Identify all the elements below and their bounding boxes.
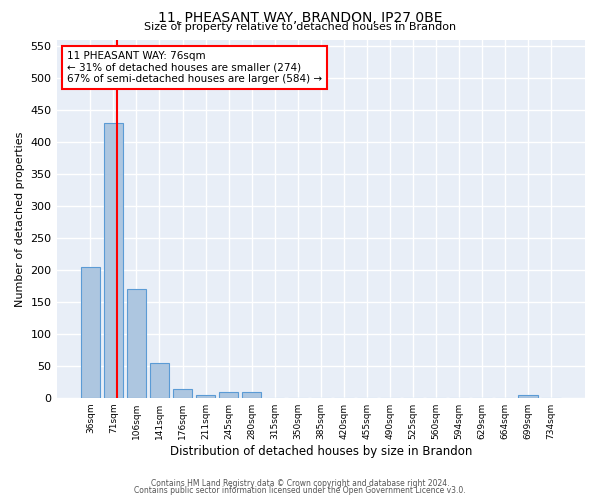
Text: Size of property relative to detached houses in Brandon: Size of property relative to detached ho… [144,22,456,32]
Text: Contains public sector information licensed under the Open Government Licence v3: Contains public sector information licen… [134,486,466,495]
Text: 11 PHEASANT WAY: 76sqm
← 31% of detached houses are smaller (274)
67% of semi-de: 11 PHEASANT WAY: 76sqm ← 31% of detached… [67,50,322,84]
Bar [196,394,215,398]
Bar [173,389,193,398]
Bar [219,392,238,398]
Text: Contains HM Land Registry data © Crown copyright and database right 2024.: Contains HM Land Registry data © Crown c… [151,478,449,488]
Bar [242,392,262,398]
Bar [80,267,100,398]
Bar [149,362,169,398]
Bar [127,289,146,398]
Text: 11, PHEASANT WAY, BRANDON, IP27 0BE: 11, PHEASANT WAY, BRANDON, IP27 0BE [158,11,442,25]
Y-axis label: Number of detached properties: Number of detached properties [15,131,25,306]
X-axis label: Distribution of detached houses by size in Brandon: Distribution of detached houses by size … [170,444,472,458]
Bar [104,123,123,398]
Bar [518,394,538,398]
